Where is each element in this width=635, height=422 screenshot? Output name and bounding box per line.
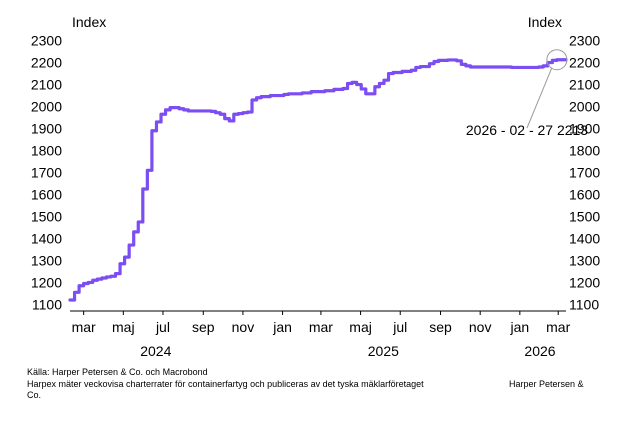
y-tick-label-right: 1800 <box>569 143 600 159</box>
y-tick-label-left: 1700 <box>31 165 62 181</box>
y-tick-label-right: 1600 <box>569 186 600 202</box>
x-tick-label: maj <box>112 319 135 335</box>
y-axis-unit-left: Index <box>72 14 107 30</box>
y-tick-label-right: 1400 <box>569 230 600 246</box>
y-tick-label-right: 1500 <box>569 208 600 224</box>
y-tick-label-right: 1100 <box>569 296 599 312</box>
y-tick-label-left: 1400 <box>31 230 62 246</box>
x-tick-label: nov <box>232 319 255 335</box>
source-note: Källa: Harper Petersen & Co. och Macrobo… <box>27 367 208 377</box>
y-tick-label-left: 1600 <box>31 186 62 202</box>
x-tick-label: jan <box>510 319 530 335</box>
y-tick-label-left: 2000 <box>31 99 62 115</box>
annotation-label: 2026 - 02 - 27 2213 <box>466 122 588 138</box>
x-tick-label: mar <box>72 319 96 335</box>
x-tick-label: sep <box>192 319 215 335</box>
y-axis-unit-right: Index <box>527 14 562 30</box>
y-tick-label-left: 1800 <box>31 143 62 159</box>
description-note-publisher: Harper Petersen & <box>509 379 584 389</box>
x-year-label: 2024 <box>140 343 171 359</box>
y-tick-label-right: 2200 <box>569 55 600 71</box>
y-tick-label-left: 2200 <box>31 55 62 71</box>
annotation-circle <box>546 49 568 71</box>
x-year-label: 2025 <box>368 343 399 359</box>
y-tick-label-right: 1300 <box>569 252 600 268</box>
y-tick-label-right: 1900 <box>569 121 600 137</box>
x-year-label: 2026 <box>524 343 555 359</box>
y-tick-label-right: 2300 <box>569 33 600 49</box>
y-tick-label-left: 1100 <box>32 296 62 312</box>
description-note: Harpex mäter veckovisa charterrater för … <box>27 379 602 400</box>
x-tick-label: maj <box>349 319 372 335</box>
y-tick-label-left: 2300 <box>31 33 62 49</box>
y-tick-label-left: 1900 <box>31 121 62 137</box>
x-tick-label: mar <box>309 319 333 335</box>
x-tick-label: jul <box>392 319 407 335</box>
y-tick-label-left: 2100 <box>31 77 62 93</box>
x-tick-label: jul <box>155 319 170 335</box>
x-tick-label: sep <box>429 319 452 335</box>
annotation-leader-line <box>526 67 553 129</box>
description-note-publisher-cont: Co. <box>27 390 42 400</box>
y-tick-label-right: 2000 <box>569 99 600 115</box>
description-note-text: Harpex mäter veckovisa charterrater för … <box>27 379 424 389</box>
y-tick-label-left: 1200 <box>31 274 62 290</box>
x-tick-label: nov <box>469 319 492 335</box>
x-tick-label: jan <box>272 319 292 335</box>
series-line <box>68 58 568 302</box>
y-tick-label-right: 1200 <box>569 274 600 290</box>
y-tick-label-right: 1700 <box>569 165 600 181</box>
x-tick-label: mar <box>546 319 570 335</box>
y-tick-label-left: 1300 <box>31 252 62 268</box>
y-tick-label-right: 2100 <box>569 77 600 93</box>
y-tick-label-left: 1500 <box>31 208 62 224</box>
